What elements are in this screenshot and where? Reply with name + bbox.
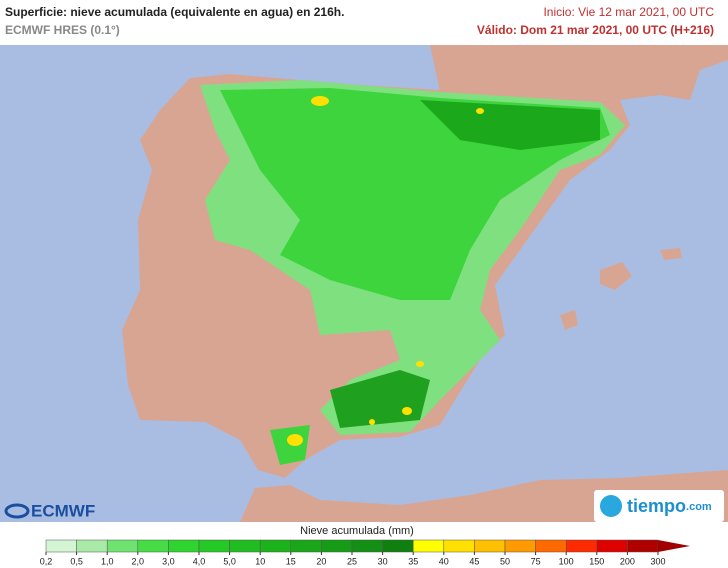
legend-tick-label: 15 (286, 556, 296, 566)
map (0, 45, 728, 522)
legend-tick-label: 30 (378, 556, 388, 566)
legend-swatch (198, 539, 230, 553)
legend-swatch (76, 539, 108, 553)
legend-swatch (259, 539, 292, 553)
snow-peak (311, 96, 329, 106)
island (560, 310, 578, 330)
france (430, 45, 728, 100)
model: ECMWF HRES (0.1°) (5, 23, 120, 37)
snow-peak (402, 407, 412, 415)
legend-tick-label: 1,0 (101, 556, 114, 566)
legend-swatch (474, 539, 506, 553)
legend-swatch (443, 539, 475, 553)
legend-tick-label: 40 (439, 556, 449, 566)
legend-tick-label: 75 (531, 556, 541, 566)
legend-tick-label: 3,0 (162, 556, 175, 566)
legend-tick-label: 50 (500, 556, 510, 566)
legend-tick-label: 200 (620, 556, 635, 566)
legend-swatch (290, 539, 322, 553)
snow-area (270, 425, 310, 465)
logo-suffix: .com (686, 501, 712, 513)
legend-swatch (382, 539, 414, 553)
snow-peak (416, 361, 424, 367)
legend-swatch (535, 539, 567, 553)
legend-tick-label: 5,0 (223, 556, 236, 566)
snow-peak (287, 434, 303, 446)
legend-swatch (627, 539, 659, 553)
legend-tick-label: 45 (469, 556, 479, 566)
legend-tick-label: 20 (316, 556, 326, 566)
tiempo-logo: tiempo.com (594, 490, 724, 522)
legend-tick-label: 100 (559, 556, 574, 566)
legend-swatch (168, 539, 200, 553)
legend-swatch (351, 539, 383, 553)
logo-word: tiempo (627, 496, 686, 516)
legend-swatch (106, 539, 139, 553)
logo-text: ECMWF (31, 501, 95, 520)
valid-time: Válido: Dom 21 mar 2021, 00 UTC (H+216) (477, 23, 714, 37)
legend-swatch (565, 539, 598, 553)
island (660, 248, 682, 260)
legend-swatch (504, 539, 536, 553)
logo-box (594, 490, 724, 522)
logo-icon (600, 495, 622, 517)
logo-icon (4, 503, 30, 519)
legend: 0,2 0,5 1,0 2,0 3,0 4,0 5,0 10 15 20 25 30 35 40 45 50 7… (40, 539, 690, 566)
ecmwf-logo: ECMWF (4, 501, 95, 520)
snow-area (420, 100, 600, 150)
legend-arrow (658, 540, 690, 552)
legend-tick-label: 150 (589, 556, 604, 566)
legend-title: Nieve acumulada (mm) (300, 525, 414, 537)
init-time: Inicio: Vie 12 mar 2021, 00 UTC (543, 5, 714, 19)
legend-tick-label: 0,2 (40, 556, 53, 566)
legend-tick-label: 25 (347, 556, 357, 566)
legend-tick-label: 35 (408, 556, 418, 566)
legend-swatch (321, 539, 353, 553)
legend-swatch (137, 539, 169, 553)
legend-swatch (45, 539, 77, 553)
legend-swatch (229, 539, 261, 553)
island (600, 262, 632, 290)
title: Superficie: nieve acumulada (equivalente… (5, 5, 344, 19)
legend-tick-label: 300 (650, 556, 665, 566)
legend-tick-label: 4,0 (193, 556, 206, 566)
snow-peak (369, 419, 375, 425)
legend-swatch (412, 539, 445, 553)
legend-tick-label: 0,5 (70, 556, 83, 566)
logo-text: tiempo.com (627, 496, 712, 516)
legend-tick-label: 2,0 (132, 556, 145, 566)
legend-swatch (596, 539, 628, 553)
snow-peak (476, 108, 484, 114)
legend-tick-label: 10 (255, 556, 265, 566)
